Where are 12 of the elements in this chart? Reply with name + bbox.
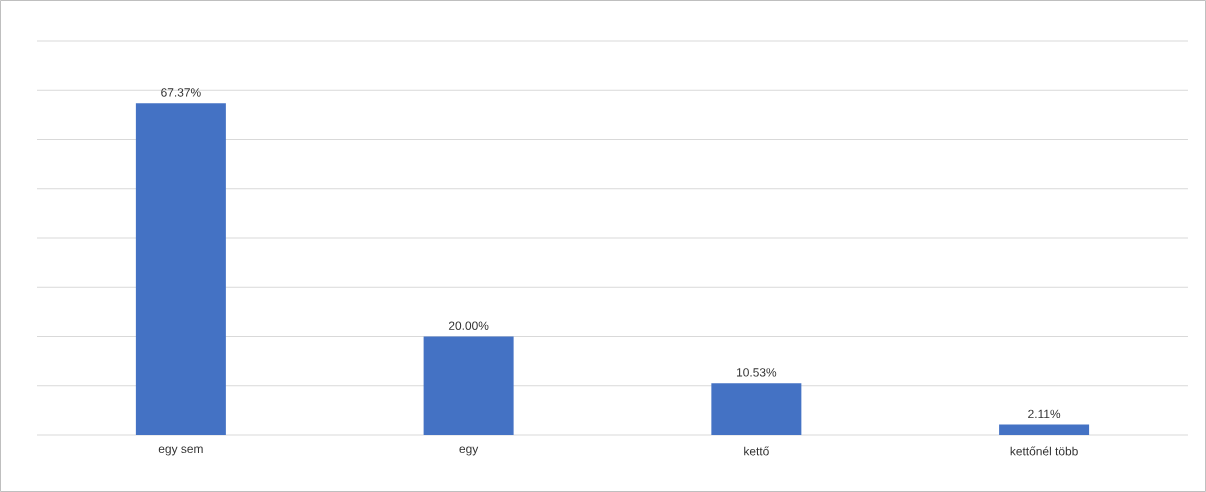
bar <box>423 336 514 435</box>
x-tick-label: egy <box>459 446 479 456</box>
x-tick-label: kettő <box>744 446 769 456</box>
bar <box>711 383 802 435</box>
data-label: 10.53% <box>736 368 777 377</box>
data-label: 2.11% <box>1028 409 1061 419</box>
bar <box>999 424 1090 435</box>
x-tick-label: egy sem <box>158 446 203 456</box>
x-tick-label: kettőnél több <box>1010 446 1078 456</box>
data-label: 67.37% <box>161 88 201 97</box>
data-label: 20.00% <box>448 321 489 330</box>
bar <box>135 103 226 435</box>
